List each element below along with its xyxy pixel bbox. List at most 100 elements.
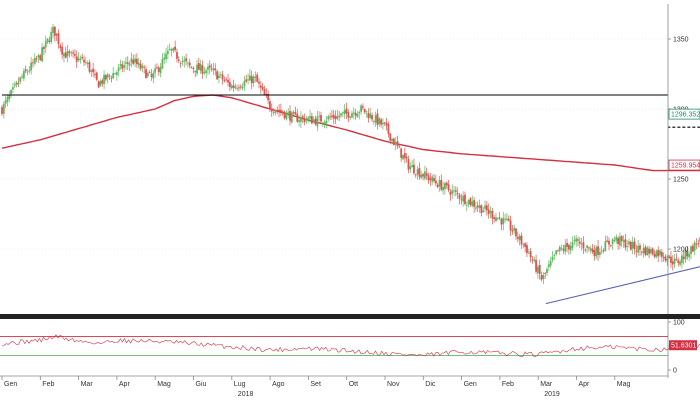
price-tick-label-3: 1200: [673, 247, 689, 254]
candle-168: [307, 116, 310, 123]
candle-360: [657, 246, 660, 262]
month-label-2: Mar: [81, 381, 94, 388]
candle-325: [593, 245, 596, 261]
candle-130: [238, 84, 240, 92]
candle-13: [24, 65, 27, 73]
candle-329: [600, 245, 603, 254]
candle-102: [187, 61, 189, 68]
candle-174: [318, 111, 321, 122]
candle-98: [179, 61, 182, 68]
candle-179: [327, 114, 330, 122]
candle-35: [64, 46, 67, 59]
candle-133: [243, 76, 246, 92]
month-label-7: Ago: [272, 381, 285, 388]
candle-56: [103, 70, 105, 90]
candle-198: [362, 103, 364, 111]
candle-183: [334, 110, 337, 124]
candle-121: [221, 70, 224, 85]
candle-284: [518, 233, 521, 246]
candle-165: [301, 114, 304, 124]
candle-97: [177, 56, 180, 63]
candle-34: [63, 51, 65, 63]
rsi-tick-label-0: 100: [673, 320, 685, 327]
month-label-8: Set: [310, 381, 321, 388]
candle-303: [553, 253, 556, 260]
candle-227: [414, 173, 417, 178]
candle-132: [241, 83, 244, 91]
candle-94: [172, 47, 175, 53]
candle-91: [166, 45, 169, 60]
candle-359: [655, 249, 658, 259]
candle-128: [234, 83, 237, 90]
candle-318: [580, 237, 583, 251]
candle-21: [39, 53, 42, 62]
candle-184: [336, 109, 339, 121]
candle-319: [582, 236, 585, 254]
candle-262: [478, 199, 481, 213]
candle-260: [475, 202, 477, 212]
candle-112: [205, 68, 208, 79]
candle-1: [2, 101, 5, 119]
candle-226: [413, 158, 415, 176]
candle-154: [281, 110, 284, 116]
candle-139: [254, 71, 257, 83]
candle-115: [210, 63, 213, 72]
candle-283: [516, 231, 519, 243]
candle-285: [520, 232, 523, 249]
candle-333: [608, 237, 610, 251]
candle-216: [394, 136, 397, 151]
year-label-1: 2019: [544, 391, 560, 398]
candle-83: [152, 70, 155, 84]
candle-178: [325, 116, 328, 129]
month-label-0: Gen: [4, 381, 17, 388]
candle-246: [449, 188, 452, 201]
candle-291: [531, 256, 534, 264]
candle-147: [269, 98, 271, 113]
candle-337: [615, 234, 618, 244]
price-tag-label-1: 1259.9540: [671, 163, 700, 170]
candle-263: [480, 204, 483, 217]
candle-60: [110, 75, 113, 83]
candle-152: [278, 104, 280, 118]
candle-160: [292, 110, 295, 117]
rsi-tick-label-2: 0: [673, 368, 677, 375]
candle-306: [558, 245, 561, 255]
candle-2: [4, 96, 7, 108]
candle-100: [183, 56, 186, 68]
candle-51: [94, 69, 96, 79]
candle-43: [79, 55, 82, 64]
candle-218: [398, 143, 401, 148]
candle-251: [458, 193, 461, 205]
separator-bar: [0, 314, 700, 319]
candle-249: [454, 186, 457, 197]
candle-181: [331, 110, 333, 120]
candle-342: [624, 233, 627, 251]
candle-18: [33, 53, 36, 66]
candle-186: [340, 112, 342, 119]
candle-66: [121, 60, 124, 73]
candle-108: [197, 57, 200, 71]
candle-255: [465, 201, 468, 212]
candle-206: [376, 108, 379, 130]
candle-363: [662, 252, 665, 262]
candle-158: [289, 105, 291, 126]
month-label-10: Nov: [387, 381, 400, 388]
candle-228: [416, 166, 419, 180]
candle-113: [207, 63, 209, 76]
candle-287: [524, 242, 527, 253]
candle-173: [316, 110, 319, 132]
candle-274: [500, 217, 503, 231]
candle-74: [135, 53, 138, 68]
candle-142: [259, 80, 262, 94]
candle-293: [535, 254, 537, 275]
candle-9: [17, 77, 20, 88]
candle-134: [245, 74, 248, 83]
candle-39: [72, 49, 74, 58]
candle-89: [163, 52, 166, 64]
candle-375: [684, 248, 687, 263]
month-label-3: Apr: [119, 381, 131, 388]
candle-120: [219, 72, 222, 79]
candle-103: [188, 59, 191, 69]
month-label-4: Mag: [157, 381, 171, 388]
price-tag-label-0: 1296.3527: [671, 112, 700, 119]
